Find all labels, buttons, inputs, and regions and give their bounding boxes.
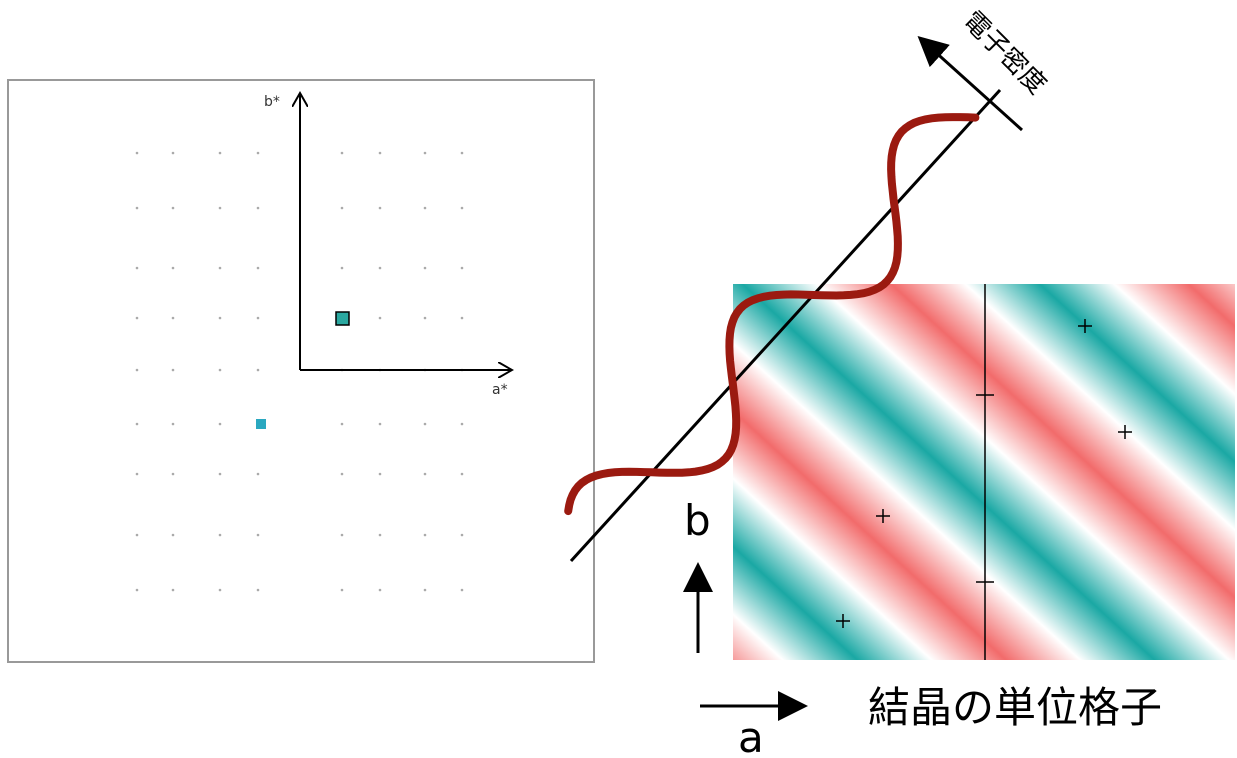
lattice-dot [172,369,175,372]
lattice-dot [172,589,175,592]
b-star-label: b* [264,94,280,110]
lattice-dot [257,317,260,320]
lattice-dot [257,267,260,270]
lattice-dot [379,207,382,210]
lattice-dot [172,152,175,155]
lattice-dot [219,423,222,426]
lattice-dot [461,473,464,476]
lattice-dot [424,317,427,320]
lattice-dot [172,423,175,426]
b-label: b [684,496,711,545]
lattice-dot [461,423,464,426]
lattice-dot [379,317,382,320]
lattice-dot [341,534,344,537]
a-label: a [738,713,764,758]
lattice-dot [257,369,260,372]
lattice-dot [257,207,260,210]
lattice-dot [461,267,464,270]
lattice-dot [136,369,139,372]
lattice-dot [219,317,222,320]
reciprocal-lattice-panel: b* a* [8,80,594,662]
lattice-dot [257,473,260,476]
lattice-dot [136,317,139,320]
lattice-dot [172,317,175,320]
lattice-dot [424,267,427,270]
lattice-dot [172,534,175,537]
lattice-dot [219,369,222,372]
lattice-dot [136,152,139,155]
lattice-dot [136,473,139,476]
lattice-dot [136,267,139,270]
lattice-dot [172,207,175,210]
lattice-dot [341,267,344,270]
lattice-dot [461,152,464,155]
lattice-dot [219,589,222,592]
lattice-dot [379,267,382,270]
caption: 結晶の単位格子 [868,683,1162,732]
lattice-dot [341,473,344,476]
unit-cell-panel: 電子密度 b a 結晶の単位格子 [568,6,1235,758]
lattice-dot [219,152,222,155]
lattice-dot [136,207,139,210]
lattice-dot [424,207,427,210]
lattice-dot [341,152,344,155]
lattice-dot [461,534,464,537]
lattice-dot [257,589,260,592]
lattice-dot [257,534,260,537]
lattice-dot [219,207,222,210]
lattice-dot [172,473,175,476]
lattice-dot [379,152,382,155]
lattice-dot [257,152,260,155]
lattice-dot [461,317,464,320]
a-star-label: a* [492,382,508,398]
lattice-dot [379,423,382,426]
lattice-dot [341,423,344,426]
diagram: b* a* 電子密度 b a 結晶の単位格子 [0,0,1237,758]
density-map [733,284,1235,660]
lattice-dot [136,534,139,537]
lattice-dot [424,423,427,426]
origin-point [256,419,266,429]
lattice-dot [424,589,427,592]
lattice-dot [172,267,175,270]
highlight-point [336,312,349,325]
lattice-dot [379,534,382,537]
lattice-dot [424,152,427,155]
lattice-dot [341,589,344,592]
lattice-dot [136,423,139,426]
lattice-dot [461,589,464,592]
lattice-dot [424,473,427,476]
lattice-dot [341,207,344,210]
lattice-dot [219,267,222,270]
lattice-dot [219,473,222,476]
lattice-dot [136,589,139,592]
lattice-dot [461,207,464,210]
lattice-dot [379,589,382,592]
lattice-dot [219,534,222,537]
lattice-dot [379,473,382,476]
lattice-dot [424,534,427,537]
